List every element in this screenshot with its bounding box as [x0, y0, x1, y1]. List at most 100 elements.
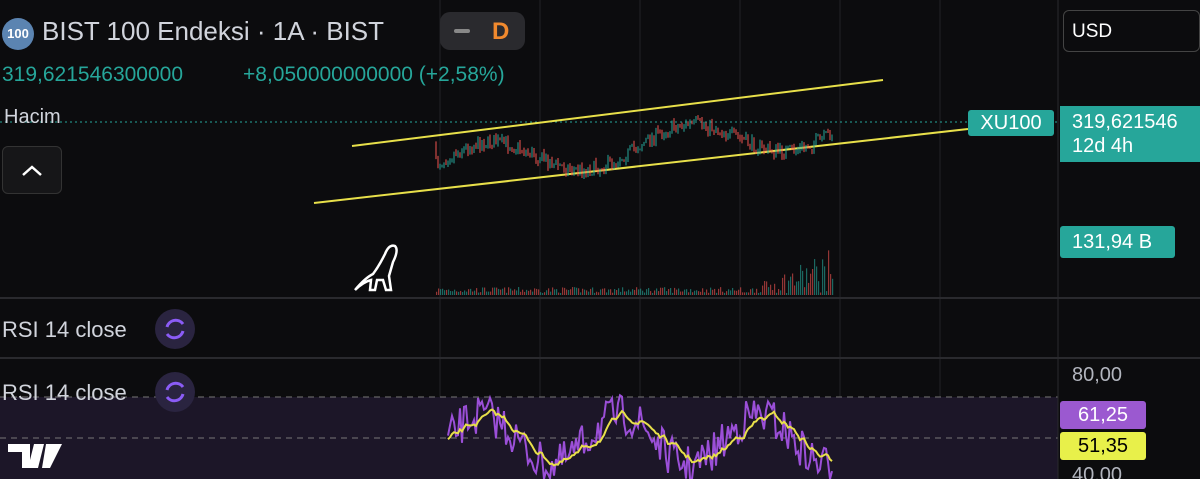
volume-label: Hacim	[4, 106, 61, 128]
shape	[768, 287, 770, 295]
rsi-scale-label: 40,00	[1072, 464, 1123, 479]
shape	[646, 289, 648, 295]
shape	[548, 288, 550, 295]
shape	[486, 291, 488, 295]
rsi-ma-line	[447, 408, 833, 467]
shape	[826, 291, 828, 295]
pane-toggle[interactable]	[155, 372, 195, 412]
shape	[672, 292, 674, 295]
shape	[650, 291, 652, 295]
shape	[530, 289, 532, 295]
shape	[822, 259, 824, 295]
shape	[628, 289, 630, 295]
shape	[706, 289, 708, 295]
symbol-tag: XU100	[968, 110, 1054, 136]
shape	[462, 292, 464, 295]
chevron-up	[22, 165, 42, 176]
shape	[656, 288, 658, 295]
volume-bars	[436, 250, 834, 295]
shape	[620, 291, 622, 295]
mode-toggle[interactable]: D	[440, 12, 525, 50]
shape	[540, 292, 542, 295]
shape	[588, 291, 590, 295]
shape	[582, 288, 584, 295]
shape	[644, 292, 646, 295]
shape	[754, 292, 756, 295]
shape	[498, 288, 500, 295]
shape	[798, 281, 800, 295]
shape	[492, 287, 494, 295]
shape	[756, 288, 758, 295]
shape	[746, 292, 748, 295]
shape	[450, 290, 452, 295]
currency-select[interactable]: USD	[1063, 10, 1200, 52]
pane-toggle[interactable]	[155, 309, 195, 349]
shape	[686, 289, 688, 295]
shape	[602, 288, 604, 295]
shape	[440, 289, 442, 295]
shape	[624, 291, 626, 295]
refresh-icon	[165, 381, 185, 403]
shape	[488, 291, 490, 295]
candles	[435, 115, 833, 179]
shape	[794, 285, 796, 295]
pane-title: RSI 14 close	[2, 317, 127, 342]
shape	[586, 290, 588, 295]
shape	[472, 291, 474, 295]
price: 319,621546300000	[2, 63, 184, 86]
shape	[566, 289, 568, 295]
shape	[448, 289, 450, 295]
shape	[786, 292, 788, 295]
shape	[518, 287, 520, 295]
shape	[474, 290, 476, 295]
shape	[578, 288, 580, 295]
rsi-value-tag: 61,25	[1060, 401, 1146, 429]
shape	[542, 292, 544, 295]
shape	[618, 288, 620, 295]
shape	[788, 280, 790, 295]
symbol-title[interactable]: BIST 100 Endeksi · 1A · BIST	[42, 16, 385, 46]
shape	[668, 289, 670, 295]
shape	[660, 287, 662, 295]
shape	[490, 291, 492, 295]
shape	[718, 288, 720, 295]
shape	[778, 288, 780, 295]
shape	[642, 290, 644, 295]
shape	[720, 287, 722, 295]
shape	[442, 288, 444, 295]
collapse-button[interactable]	[2, 146, 62, 194]
shape	[544, 292, 546, 295]
shape	[546, 290, 548, 295]
shape	[568, 290, 570, 295]
shape	[648, 287, 650, 295]
shape	[704, 292, 706, 295]
shape	[562, 287, 564, 295]
shape	[554, 289, 556, 295]
shape	[626, 291, 628, 295]
shape	[762, 285, 764, 295]
shape	[688, 292, 690, 295]
shape	[816, 266, 818, 295]
shape	[752, 288, 754, 295]
shape	[700, 291, 702, 295]
shape	[716, 292, 718, 295]
rsi-line	[447, 393, 833, 479]
shape	[740, 287, 742, 295]
shape	[770, 284, 772, 295]
dino-icon	[354, 244, 398, 292]
shape	[812, 268, 814, 295]
shape	[634, 289, 636, 295]
shape	[570, 289, 572, 295]
shape	[662, 287, 664, 295]
shape	[458, 291, 460, 295]
shape	[732, 287, 734, 295]
shape	[526, 289, 528, 295]
shape	[524, 291, 526, 295]
shape	[536, 288, 538, 295]
shape	[802, 270, 804, 295]
shape	[808, 282, 810, 295]
shape	[696, 290, 698, 295]
shape	[460, 290, 462, 295]
shape	[608, 289, 610, 295]
shape	[576, 287, 578, 295]
